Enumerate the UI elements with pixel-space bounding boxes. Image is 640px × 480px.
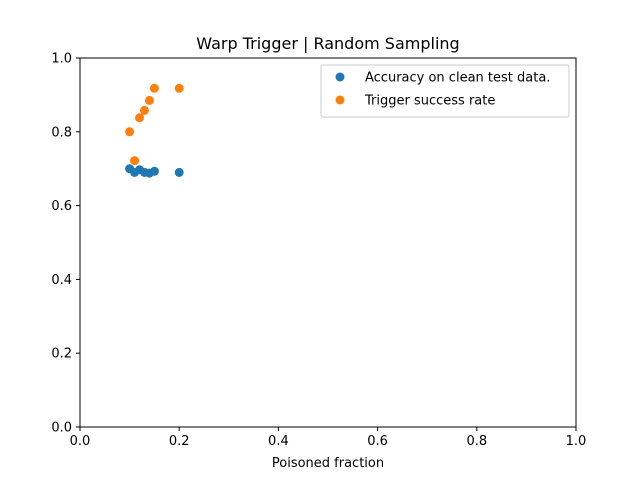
x-tick-label: 1.0 [566, 434, 587, 449]
series-0-point [174, 167, 184, 177]
x-tick-label: 0.2 [169, 434, 190, 449]
series-1-point [174, 83, 184, 93]
y-tick-label: 0.0 [51, 421, 72, 436]
x-tick-label: 0.6 [367, 434, 388, 449]
x-axis-label: Poisoned fraction [272, 456, 384, 471]
plot-area [80, 58, 576, 427]
chart-title: Warp Trigger | Random Sampling [196, 34, 459, 53]
y-tick-label: 0.2 [51, 347, 72, 362]
legend-marker [335, 95, 345, 105]
legend-label: Trigger success rate [364, 94, 495, 109]
y-tick-label: 0.6 [51, 199, 72, 214]
y-tick-label: 1.0 [51, 52, 72, 67]
legend: Accuracy on clean test data. Trigger succ… [320, 64, 570, 118]
series-0-point [149, 166, 159, 176]
legend-box [320, 64, 570, 118]
y-tick-label: 0.4 [51, 273, 72, 288]
legend-label: Accuracy on clean test data. [365, 71, 550, 86]
plot-frame [79, 57, 577, 428]
series-1-point [125, 127, 135, 137]
y-axis-ticks: 0.0 0.2 0.4 0.6 0.8 1.0 [51, 52, 80, 436]
series-1-point [135, 113, 145, 123]
series-1-point [130, 156, 140, 166]
x-tick-label: 0.8 [466, 434, 487, 449]
series-1-point [149, 83, 159, 93]
series-1-point [144, 95, 154, 105]
x-tick-label: 0.4 [268, 434, 289, 449]
legend-marker [335, 72, 345, 82]
x-axis-ticks: 0.0 0.2 0.4 0.6 0.8 1.0 [70, 427, 587, 449]
series-1-point [139, 105, 149, 115]
x-tick-label: 0.0 [70, 434, 91, 449]
data-points [125, 83, 184, 178]
y-tick-label: 0.8 [51, 125, 72, 140]
